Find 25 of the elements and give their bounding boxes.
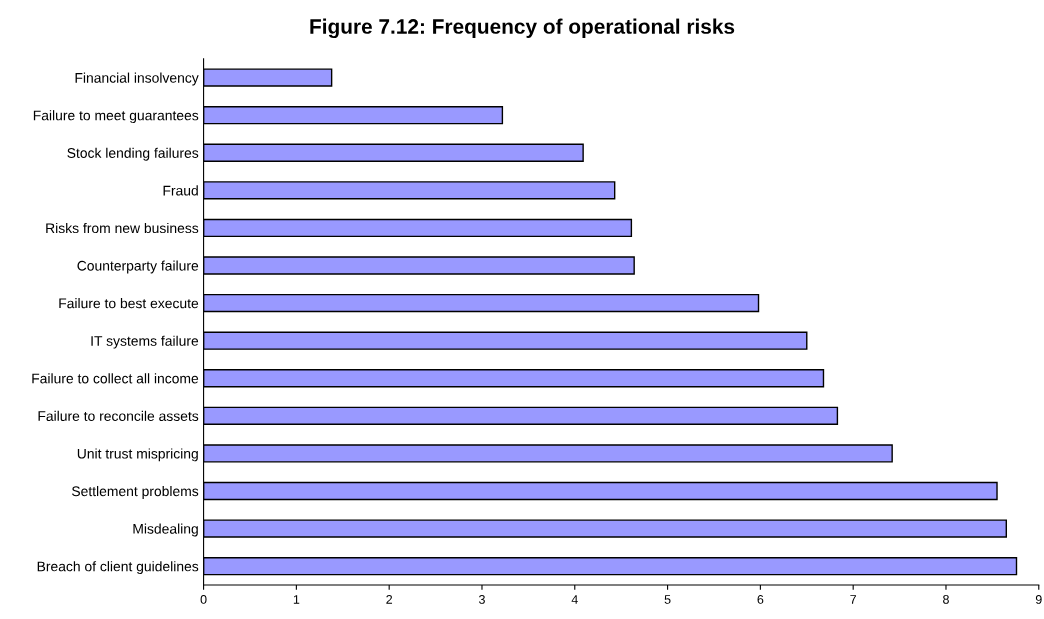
y-tick-label: Failure to meet guarantees [33,110,199,124]
y-tick-label: Breach of client guidelines [37,561,199,575]
x-tick-label: 5 [664,595,671,604]
y-tick-label: Failure to collect all income [32,373,199,384]
x-tick-label: 2 [386,595,393,604]
x-tick-label: 3 [478,595,485,604]
y-tick-label: Risks from new business [46,222,199,234]
x-tick-label: 7 [850,595,857,604]
y-tick-label: Financial insolvency [75,72,199,86]
x-tick-label: 4 [571,595,578,604]
x-tick-label: 9 [1035,595,1042,604]
x-tick-label: 1 [293,595,300,604]
y-tick-label: Misdealing [133,523,198,537]
y-tick-label: IT systems failure [91,335,199,349]
y-tick-label: Failure to best execute [59,298,199,309]
x-tick-label: 0 [200,595,207,604]
y-tick-label: Counterparty failure [77,260,199,274]
y-tick-label: Unit trust mispricing [77,448,198,462]
y-tick-label: Settlement problems [71,485,199,499]
x-tick-label: 6 [757,595,764,604]
y-tick-label: Stock lending failures [67,147,199,161]
y-tick-label: Fraud [163,185,198,196]
x-tick-label: 8 [943,595,949,604]
chart-title: Figure 7.12: Frequency of operational risks [310,18,735,39]
y-tick-label: Failure to reconcile assets [38,410,199,421]
